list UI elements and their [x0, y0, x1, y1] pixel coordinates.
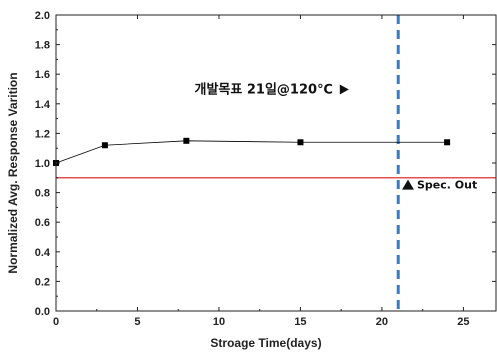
x-tick-label: 20	[376, 316, 388, 328]
data-point	[101, 142, 108, 149]
plot-area-frame	[55, 14, 497, 312]
y-tick-label: 1.8	[35, 40, 50, 52]
y-tick-label: 0.8	[35, 188, 50, 200]
annotation-spec-out: Spec. Out	[417, 179, 477, 192]
y-tick-label: 1.4	[35, 99, 51, 111]
x-tick-label: 0	[53, 316, 59, 328]
x-tick-label: 10	[213, 316, 225, 328]
series-layer	[53, 137, 451, 166]
y-tick-label: 2.0	[35, 10, 50, 22]
y-tick-label: 1.6	[35, 69, 50, 81]
x-tick-label: 15	[294, 316, 306, 328]
ticks: 0.0 0.2 0.4 0.6 0.8 1.0 1.2 1.4 1.6 1.8 2.0 0 5 10 15 2…	[35, 10, 496, 328]
x-axis-label: Stroage Time(days)	[210, 336, 321, 350]
annotation-target: 개발목표 21일@120℃	[195, 81, 333, 97]
y-axis-label: Normalized Avg. Response Varition	[6, 72, 20, 273]
x-tick-label: 5	[134, 316, 140, 328]
series-line	[55, 140, 448, 164]
data-point	[183, 137, 190, 144]
y-tick-label: 0.4	[35, 247, 51, 259]
right-triangle-marker	[339, 84, 349, 95]
up-triangle-marker	[402, 179, 414, 190]
data-point	[444, 139, 451, 146]
y-tick-label: 1.0	[35, 158, 50, 170]
y-tick-label: 0.2	[35, 276, 50, 288]
data-point	[297, 139, 304, 146]
y-tick-label: 1.2	[35, 128, 50, 140]
annotations: 개발목표 21일@120℃ Spec. Out	[195, 81, 478, 191]
reference-lines	[56, 15, 496, 311]
y-tick-label: 0.6	[35, 217, 50, 229]
y-tick-label: 0.0	[35, 306, 50, 318]
x-tick-label: 25	[457, 316, 469, 328]
